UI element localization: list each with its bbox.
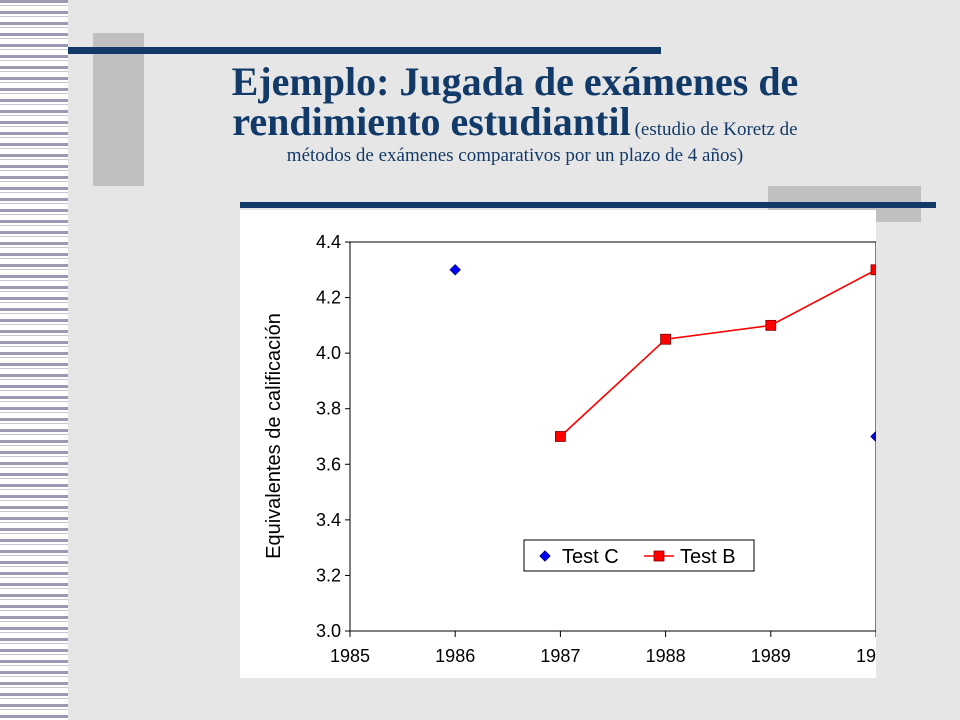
series-test-b bbox=[554, 264, 876, 442]
decorative-top-bar bbox=[68, 47, 661, 54]
x-tick-label: 1987 bbox=[540, 646, 580, 666]
title-line-1: Ejemplo: Jugada de exámenes de bbox=[231, 59, 799, 104]
slide-title: Ejemplo: Jugada de exámenes de rendimien… bbox=[150, 59, 880, 166]
series-line-test-b bbox=[559, 269, 876, 438]
legend-marker-test-b bbox=[653, 550, 665, 562]
chart-legend: Test C Test B bbox=[523, 539, 755, 572]
plot-area bbox=[349, 241, 876, 632]
decorative-grey-block-left bbox=[93, 33, 144, 186]
x-tick-label: 1989 bbox=[751, 646, 791, 666]
data-point-test-b bbox=[554, 431, 566, 442]
data-point-test-c bbox=[870, 430, 876, 443]
title-note-part-2: métodos de exámenes comparativos por un … bbox=[286, 145, 744, 166]
data-point-test-b bbox=[660, 333, 672, 345]
legend-marker-test-c bbox=[539, 550, 551, 562]
y-tick-label: 3.8 bbox=[316, 399, 341, 419]
legend-label-test-b: Test B bbox=[680, 546, 736, 568]
y-axis-label: Equivalentes de calificación bbox=[263, 313, 285, 559]
series-test-c bbox=[449, 264, 876, 443]
y-tick-label: 3.4 bbox=[316, 510, 341, 530]
y-tick-label: 4.2 bbox=[316, 288, 341, 308]
y-tick-label: 3.0 bbox=[316, 621, 341, 641]
data-point-test-c bbox=[449, 264, 461, 276]
data-point-test-b bbox=[870, 264, 876, 276]
x-tick-label: 1986 bbox=[435, 646, 475, 666]
title-line-2: rendimiento estudiantil bbox=[232, 99, 631, 144]
x-tick-label: 1990 bbox=[856, 646, 876, 666]
y-tick-label: 3.2 bbox=[316, 565, 341, 585]
chart-panel: 3.0 3.2 3.4 3.6 3.8 4.0 4.2 4.4 1985 1986 1987 1988… bbox=[240, 210, 876, 678]
y-tick-label: 4.0 bbox=[316, 343, 341, 363]
scatter-chart: 3.0 3.2 3.4 3.6 3.8 4.0 4.2 4.4 1985 1986 1987 1988… bbox=[263, 232, 876, 666]
title-note-part-1: (estudio de Koretz de bbox=[634, 119, 798, 140]
legend-box bbox=[523, 539, 755, 572]
x-tick-label: 1988 bbox=[646, 646, 686, 666]
decorative-bottom-bar bbox=[240, 202, 936, 208]
decorative-stripe-column bbox=[0, 0, 68, 720]
legend-label-test-c: Test C bbox=[562, 546, 619, 568]
y-tick-label: 4.4 bbox=[316, 232, 341, 252]
data-point-test-b bbox=[765, 319, 777, 331]
x-tick-label: 1985 bbox=[330, 646, 370, 666]
y-tick-label: 3.6 bbox=[316, 454, 341, 474]
